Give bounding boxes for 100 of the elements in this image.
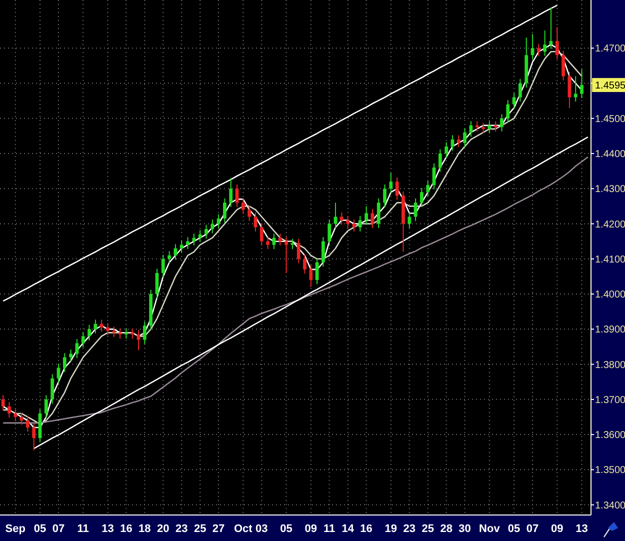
y-tick-label: 1.4500 (595, 114, 625, 125)
candlestick (488, 120, 492, 134)
candlestick (580, 68, 584, 99)
candlestick (389, 172, 393, 194)
candlestick (340, 212, 344, 225)
candlestick (395, 176, 399, 200)
x-tick-label: Oct (234, 523, 253, 535)
candlestick (383, 184, 386, 208)
candlestick (229, 178, 233, 208)
candlestick (69, 349, 72, 362)
candlestick (346, 216, 350, 228)
x-tick-label: 13 (576, 523, 588, 535)
candlestick (309, 264, 313, 288)
y-tick-label: 1.3800 (595, 360, 625, 371)
candlestick (100, 319, 104, 332)
candlestick (278, 233, 282, 246)
candlestick (75, 338, 79, 358)
x-tick-label: 23 (175, 523, 188, 535)
x-tick-label: 28 (440, 523, 452, 535)
candlestick (223, 198, 226, 224)
y-tick-label: 1.3700 (595, 394, 625, 406)
candlestick (62, 352, 66, 373)
x-tick-label: 18 (138, 523, 151, 535)
candlestick (284, 236, 288, 274)
candlestick (328, 219, 332, 246)
y-tick-label: 1.3400 (595, 500, 625, 512)
candlestick (296, 238, 300, 264)
candlestick (248, 205, 252, 222)
x-tick-label: 09 (304, 523, 318, 535)
y-tick-label: 1.4000 (595, 290, 625, 301)
candlestick (420, 187, 424, 208)
candlestick (518, 78, 522, 102)
candlestick (536, 43, 540, 56)
x-tick-label: 19 (384, 523, 398, 535)
x-tick-label: 05 (280, 523, 292, 535)
x-tick-label: 16 (360, 523, 372, 535)
candlestick (81, 331, 85, 348)
x-tick-label: Nov (479, 523, 501, 535)
x-tick-label: 25 (422, 523, 434, 535)
y-tick-label: 1.3900 (595, 324, 625, 336)
candlestick (241, 198, 245, 214)
candlestick (303, 254, 306, 274)
candlestick (1, 394, 5, 412)
y-tick-label: 1.3600 (595, 430, 625, 442)
x-tick-label: 13 (102, 523, 114, 535)
y-tick-label: 1.3500 (595, 465, 625, 476)
candlestick (8, 402, 11, 418)
candlestick (44, 394, 48, 418)
candlestick (568, 72, 572, 108)
candlestick (444, 142, 448, 158)
candlestick (168, 250, 171, 264)
x-tick-label: 09 (551, 523, 564, 535)
candlestick (88, 324, 91, 341)
candlestick (370, 208, 374, 228)
y-tick-label: 1.4100 (595, 254, 625, 266)
candlestick (376, 198, 380, 228)
x-tick-label: 07 (52, 523, 65, 535)
candlestick (290, 238, 294, 250)
y-tick-label: 1.4300 (595, 184, 625, 196)
candlestick (204, 224, 208, 240)
x-tick-label: 05 (34, 523, 46, 535)
candlestick (426, 180, 430, 197)
y-tick-label: 1.4700 (595, 44, 625, 55)
x-tick-label: 30 (458, 523, 471, 535)
candlestick (482, 122, 485, 134)
candlestick (500, 114, 504, 132)
x-tick-label: 16 (120, 523, 132, 535)
x-tick-label: 03 (256, 523, 268, 535)
x-tick-label: 05 (508, 523, 520, 535)
candlestick (50, 374, 54, 404)
candlestick (124, 328, 128, 340)
candlestick (322, 236, 325, 268)
line-series (33, 136, 589, 450)
candlestick (408, 212, 412, 228)
x-tick-label: Sep (5, 523, 26, 535)
candlestick (555, 26, 559, 60)
x-tick-label: 25 (194, 523, 206, 535)
candlestick (260, 222, 264, 246)
candlestick (142, 320, 146, 344)
candlestick (506, 100, 510, 124)
x-tick-label: 20 (157, 523, 170, 535)
x-tick-label: 07 (526, 523, 539, 535)
y-tick-label: 1.4400 (595, 149, 625, 160)
candlestick (32, 422, 36, 451)
candlestick (364, 206, 368, 225)
x-tick-label: 11 (324, 523, 336, 535)
y-tick-label: 1.4200 (595, 219, 625, 230)
candlestick (216, 214, 220, 228)
candlestick (463, 128, 466, 148)
line-series (2, 4, 558, 302)
candlestick (210, 219, 214, 234)
candlestick (198, 230, 202, 243)
candlestick (358, 216, 362, 232)
candlestick (438, 148, 442, 172)
candlestick (118, 328, 122, 340)
candlestick (14, 408, 18, 422)
candlestick (334, 202, 338, 228)
candlestick (130, 328, 134, 340)
candlestick (106, 322, 110, 336)
candlestick (562, 50, 565, 81)
